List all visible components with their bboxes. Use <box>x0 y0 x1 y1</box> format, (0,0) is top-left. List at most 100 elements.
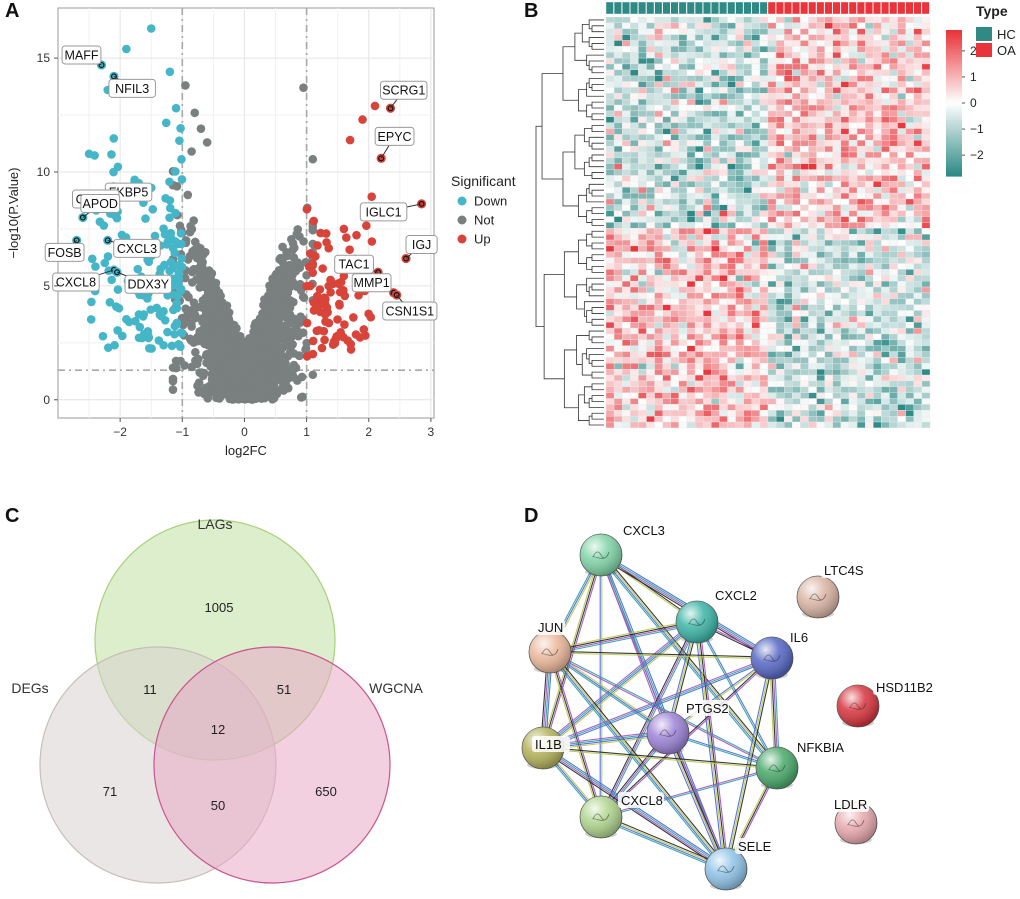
point-not <box>270 315 279 324</box>
point-down <box>176 286 186 295</box>
dendrogram-branch <box>586 188 604 203</box>
point-up <box>313 241 322 250</box>
annotation-cell <box>767 1 776 15</box>
dendrogram-branch <box>581 353 593 376</box>
legend-label-down: Down <box>474 194 507 209</box>
labeled-point-ring <box>378 155 385 162</box>
dendrogram-branch <box>588 37 604 47</box>
legend-label-not: Not <box>474 213 495 228</box>
annotation-cell <box>832 1 841 15</box>
point-up <box>340 320 349 329</box>
point-down <box>147 344 156 353</box>
point-not <box>277 370 286 380</box>
label-box <box>61 45 102 65</box>
annotation-cell <box>808 1 817 15</box>
volcano-legend-title: Significant <box>451 173 516 189</box>
annotation-cell <box>613 1 622 15</box>
point-not <box>224 340 234 349</box>
annotation-cell <box>856 1 865 15</box>
point-not <box>295 351 304 361</box>
point-down <box>110 340 119 350</box>
point-down <box>109 167 118 177</box>
point-not <box>233 390 242 400</box>
point-not <box>203 394 213 403</box>
dendrogram-branch <box>588 286 604 297</box>
annotation-cell <box>646 1 655 15</box>
point-up <box>309 298 319 308</box>
point-not <box>271 278 280 288</box>
annotation-cell <box>702 1 711 15</box>
point-not <box>252 381 261 390</box>
point-down <box>112 213 122 223</box>
dendrogram-branch <box>586 348 604 360</box>
point-up <box>343 336 353 345</box>
dendrogram-branch <box>586 233 593 247</box>
label-box <box>351 273 392 293</box>
point-down <box>176 328 186 338</box>
point-down <box>168 263 178 273</box>
point-up <box>315 285 325 294</box>
dendrogram-branch <box>586 82 604 97</box>
point-not <box>181 81 190 90</box>
point-not <box>291 363 301 373</box>
panel-b-label: B <box>524 0 539 22</box>
label-box <box>113 238 161 258</box>
x-tick-label: −2 <box>113 425 127 439</box>
point-not <box>292 229 302 239</box>
point-not <box>265 382 275 392</box>
point-down <box>148 205 158 214</box>
point-down <box>135 322 145 332</box>
annotation-cell <box>824 1 833 15</box>
label-box <box>44 242 85 262</box>
point-not <box>183 255 193 264</box>
point-not <box>217 314 227 323</box>
point-not <box>193 381 202 391</box>
legend-swatch-not <box>457 215 467 225</box>
annotation-cell <box>735 1 744 15</box>
dendrogram-branch <box>563 251 579 298</box>
annotation-cell <box>865 1 873 15</box>
point-not <box>283 319 293 329</box>
point-not <box>285 282 295 292</box>
annotation-cell <box>662 1 671 15</box>
point-not <box>249 356 259 366</box>
point-down <box>177 155 186 164</box>
point-up <box>326 288 335 297</box>
point-not <box>269 392 279 402</box>
point-up <box>362 221 371 230</box>
point-not <box>260 364 269 374</box>
dendrogram-branch <box>563 349 579 409</box>
dendrogram-branch <box>543 273 565 380</box>
point-not <box>298 392 307 402</box>
annotation-cell <box>694 1 703 15</box>
point-not <box>239 357 249 367</box>
point-not <box>297 372 307 382</box>
annotation-cell <box>913 1 922 15</box>
y-tick-label: 10 <box>37 165 51 179</box>
gene-label-cxcl3: CXCL3 <box>117 242 157 256</box>
point-down <box>160 229 170 239</box>
point-up <box>334 279 343 288</box>
point-down <box>141 214 150 223</box>
point-up <box>339 271 349 281</box>
point-not <box>264 301 273 310</box>
point-down <box>167 341 177 351</box>
point-not <box>258 383 268 393</box>
annotation-cell <box>784 1 792 15</box>
point-not <box>286 342 295 352</box>
gene-label-tac1: TAC1 <box>339 258 370 272</box>
point-not <box>201 383 211 393</box>
annotation-cell <box>654 1 663 15</box>
point-up <box>331 333 341 343</box>
point-not <box>187 147 196 156</box>
point-up <box>335 299 344 309</box>
point-up <box>308 336 318 346</box>
point-down <box>133 264 143 274</box>
point-up <box>345 135 355 145</box>
point-not <box>224 387 234 397</box>
point-not <box>266 370 276 379</box>
annotation-cell <box>792 1 800 15</box>
point-not <box>241 350 250 359</box>
point-not <box>251 349 260 359</box>
annotation-cell <box>630 1 639 15</box>
